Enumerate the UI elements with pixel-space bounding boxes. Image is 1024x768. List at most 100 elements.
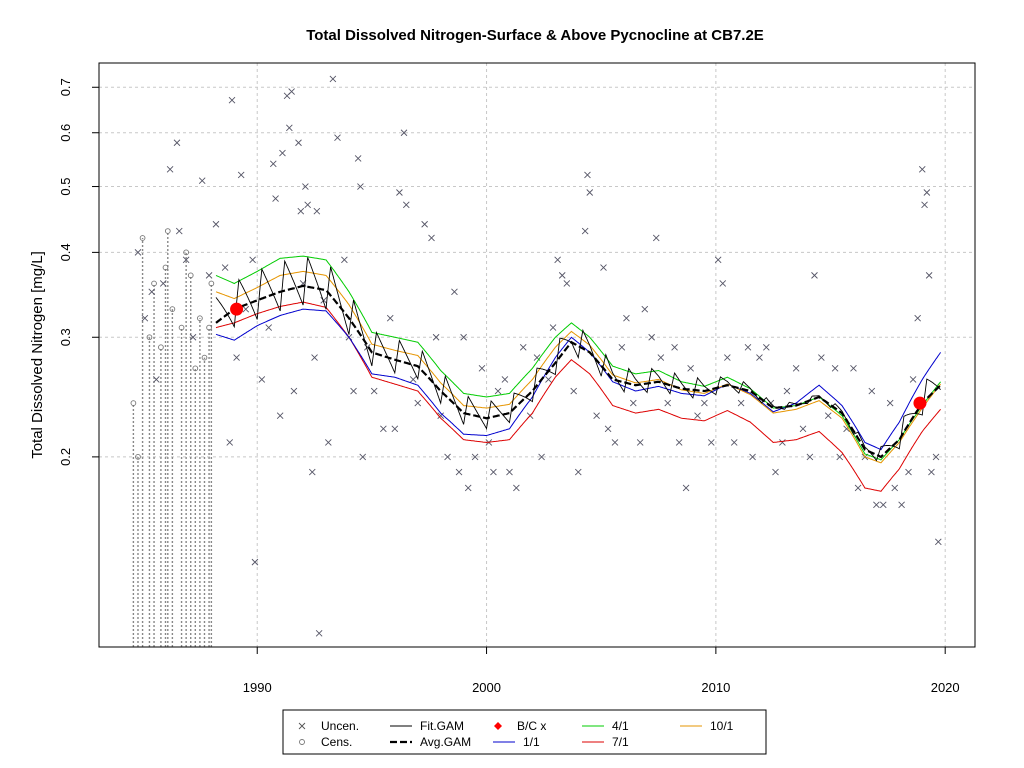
uncensored-point (198, 177, 206, 185)
uncensored-point (451, 288, 458, 296)
uncensored-point (313, 207, 321, 215)
uncensored-point (402, 201, 410, 209)
censored-layer (130, 228, 215, 647)
lines-layer (215, 255, 942, 492)
uncensored-point (329, 75, 337, 83)
bc-layer (230, 302, 927, 410)
uncensored-point (549, 324, 557, 331)
censored-point (201, 354, 208, 361)
uncensored-point (182, 256, 190, 264)
uncensored-point (320, 297, 328, 304)
uncensored-point (460, 333, 467, 341)
uncensored-point (921, 201, 928, 209)
censored-point (187, 272, 194, 279)
uncensored-point (315, 629, 323, 637)
uncensored-point (159, 280, 167, 287)
uncensored-point (891, 484, 899, 492)
legend-symbol-circle (299, 739, 305, 745)
uncensored-point (370, 387, 378, 395)
uncensored-point (611, 439, 619, 446)
y-tick-label: 0.2 (58, 448, 73, 466)
uncensored-point (501, 376, 509, 383)
y-tick-label: 0.3 (58, 328, 73, 346)
uncensored-point (421, 220, 428, 228)
uncensored-point (554, 256, 561, 264)
x-tick-label: 2020 (931, 680, 960, 695)
legend-box (282, 709, 767, 755)
censored-point (206, 324, 212, 331)
censored-point (197, 315, 203, 322)
uncensored-point (675, 439, 683, 446)
censored-point (208, 280, 215, 287)
uncensored-point (868, 387, 876, 395)
uncensored-point (783, 387, 791, 395)
uncensored-point (237, 171, 245, 179)
uncensored-point (811, 272, 818, 279)
uncensored-point (341, 256, 348, 264)
uncensored-point (918, 166, 926, 173)
uncensored-point (272, 195, 279, 202)
x-tick-label: 1990 (243, 680, 272, 695)
uncensored-point (189, 333, 197, 341)
uncensored-point (593, 412, 600, 419)
uncensored-point (737, 399, 745, 407)
uncensored-point (166, 166, 174, 173)
censored-point (135, 454, 141, 460)
uncensored-point (258, 376, 266, 383)
legend-label: 1/1 (523, 735, 540, 749)
uncensored-point (824, 412, 832, 419)
uncensored-point (836, 453, 844, 461)
uncensored-point (652, 234, 660, 242)
censored-point (178, 324, 185, 331)
line-7-1 (215, 301, 941, 492)
uncensored-point (354, 155, 362, 162)
uncensored-point (400, 129, 408, 137)
uncensored-point (134, 249, 142, 256)
uncensored-point (756, 354, 763, 361)
uncensored-point (558, 272, 566, 279)
uncensored-point (175, 227, 183, 235)
uncensored-point (251, 558, 259, 566)
uncensored-point (414, 399, 422, 407)
uncensored-point (806, 453, 814, 461)
y-tick-label: 0.7 (58, 78, 73, 96)
legend-label: B/C x (517, 719, 546, 733)
uncensored-point (279, 149, 286, 157)
uncensored-point (311, 354, 318, 361)
uncensored-point (604, 425, 612, 433)
uncensored-point (701, 399, 708, 407)
uncensored-point (228, 96, 236, 104)
x-tick-label: 2010 (701, 680, 730, 695)
uncensored-point (302, 183, 309, 190)
uncensored-point (276, 412, 284, 419)
y-tick-label: 0.6 (58, 124, 73, 142)
uncensored-point (269, 160, 277, 168)
uncensored-point (925, 272, 933, 279)
uncensored-point (221, 264, 229, 271)
legend: Uncen. Cens. Fit.GAM Avg.GAM B/C x 1/1 4/1 7/1 1… (282, 709, 767, 755)
legend-symbol-x (298, 722, 306, 730)
uncensored-point (831, 365, 839, 372)
uncensored-point (428, 234, 435, 242)
uncensored-point (914, 314, 921, 322)
uncensored-point (265, 324, 273, 331)
uncensored-point (850, 365, 857, 372)
uncensored-point (386, 314, 394, 322)
uncensored-point (334, 134, 341, 142)
censored-point (169, 306, 176, 312)
uncensored-point (730, 439, 738, 446)
censored-point (158, 344, 164, 351)
uncensored-point (909, 376, 917, 383)
uncensored-point (749, 453, 756, 461)
uncensored-point (886, 399, 894, 407)
uncensored-point (671, 343, 678, 351)
uncensored-point (570, 387, 578, 395)
uncensored-point (444, 453, 451, 461)
legend-symbol-diamond (494, 722, 502, 730)
uncensored-point (391, 425, 399, 433)
uncensored-point (799, 425, 807, 433)
uncensored-point (641, 305, 649, 313)
uncensored-point (396, 189, 403, 196)
uncensored-point (242, 305, 250, 313)
uncensored-point (600, 264, 607, 271)
